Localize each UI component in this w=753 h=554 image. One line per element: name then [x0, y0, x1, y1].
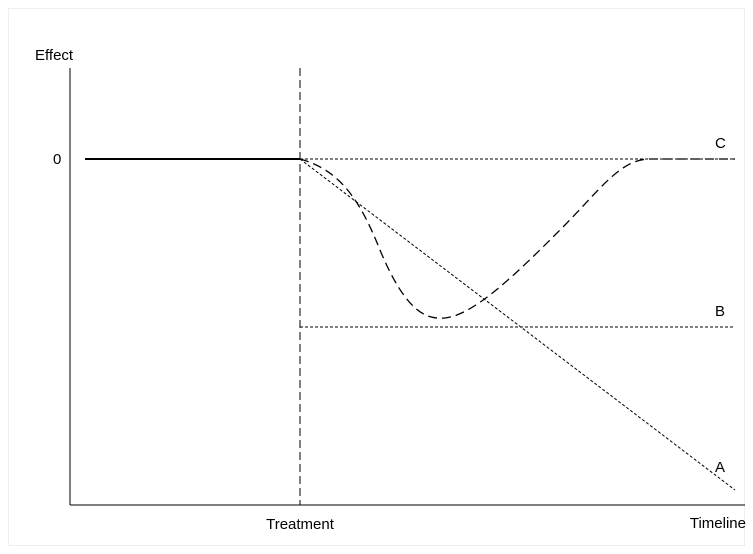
label-a: A: [715, 459, 725, 476]
y-axis-label: Effect: [35, 47, 74, 64]
zero-label: 0: [53, 151, 61, 168]
label-b: B: [715, 303, 725, 320]
treatment-label: Treatment: [266, 516, 335, 533]
label-c: C: [715, 135, 726, 152]
x-axis-label: Timeline: [690, 515, 746, 532]
frame: [8, 8, 745, 546]
response-curve: [299, 158, 735, 319]
line-a: [299, 158, 736, 491]
